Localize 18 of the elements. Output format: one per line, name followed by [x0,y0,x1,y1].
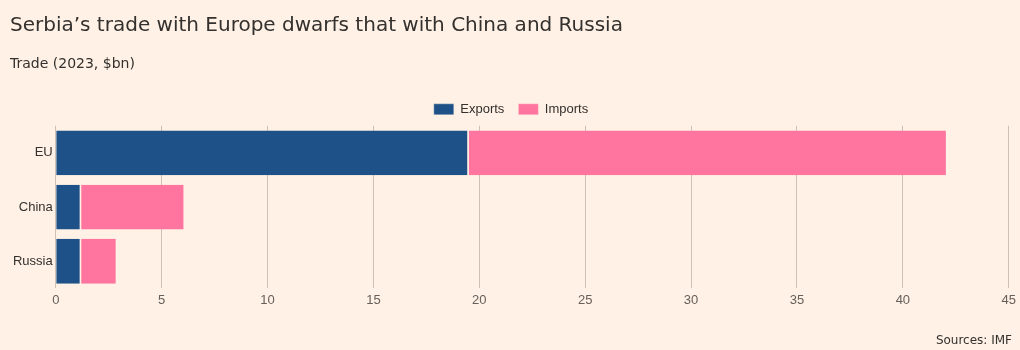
y-tick-label: China [18,198,54,214]
x-tick-label: 30 [683,291,699,307]
x-tick-label: 35 [789,291,805,307]
y-tick-label: EU [34,144,53,160]
x-tick-label: 0 [52,291,60,307]
x-tick-label: 25 [577,291,593,307]
x-tick-label: 15 [366,291,381,307]
x-tick-label: 20 [472,291,487,307]
x-tick-label: 40 [895,291,911,307]
x-tick-label: 10 [260,291,275,307]
legend-label: Imports [544,100,589,116]
legend-label: Exports [460,100,505,116]
x-tick-label: 45 [1001,291,1016,307]
chart-subtitle: Trade (2023, $bn) [9,55,135,72]
source-note: Sources: IMF [935,333,1013,348]
y-tick-label: Russia [12,252,54,268]
x-tick-label: 5 [158,291,166,307]
chart-title: Serbia’s trade with Europe dwarfs that with China and Russia [10,12,623,37]
